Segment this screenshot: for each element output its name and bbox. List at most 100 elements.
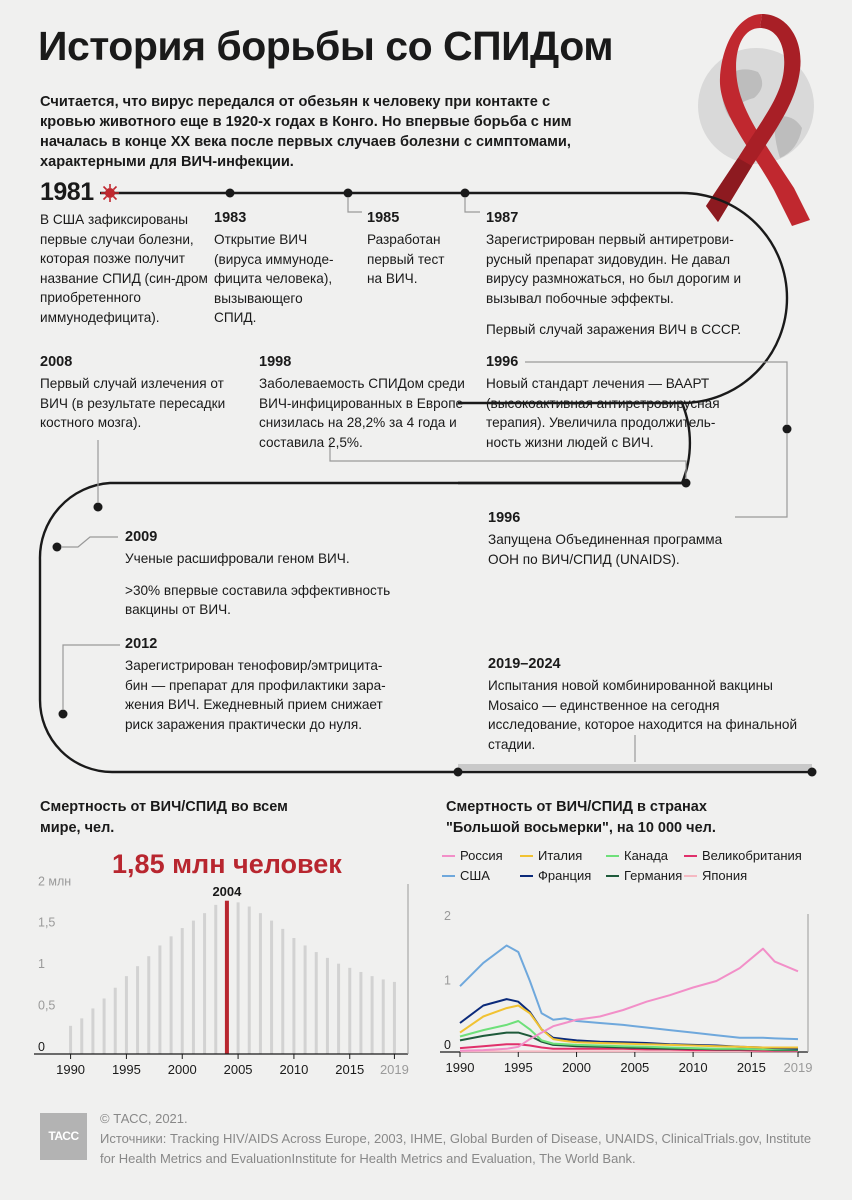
- chart1-bar: [270, 920, 274, 1054]
- event-text: Разработан первый тест на ВИЧ.: [367, 232, 445, 286]
- event-year: 2012: [125, 636, 158, 652]
- event-year: 1998: [259, 354, 292, 370]
- leader-1996b: [735, 433, 788, 518]
- chart1-bar: [292, 938, 296, 1054]
- legend-label: Великобритания: [702, 848, 802, 863]
- legend-swatch: [442, 875, 455, 877]
- chart1-bar: [203, 913, 207, 1054]
- chart1-title: Смертность от ВИЧ/СПИД во всем мире, чел…: [40, 799, 288, 836]
- event-year: 2008: [40, 354, 73, 370]
- chart2-ytick: 2: [444, 909, 451, 923]
- event-1987: 1987 Зарегистрирован первый антиретрови-…: [486, 208, 746, 340]
- legend-item: Япония: [684, 866, 747, 886]
- chart1-bar: [102, 998, 106, 1054]
- ribbon-logo: [698, 14, 814, 226]
- chart1-ytick: 2 млн: [38, 874, 71, 888]
- chart1-bar: [113, 987, 117, 1054]
- chart1-bar: [224, 900, 229, 1054]
- chart1-bar: [124, 976, 128, 1054]
- chart1-bar: [337, 963, 341, 1054]
- chart2-xtick: 1990: [446, 1060, 475, 1075]
- event-text: Ученые расшифровали геном ВИЧ.: [125, 551, 350, 566]
- leader-1985: [347, 197, 362, 213]
- chart1-bar: [281, 928, 285, 1054]
- event-text: Первый случай излечения от ВИЧ (в резуль…: [40, 376, 226, 430]
- event-1998: 1998 Заболеваемость СПИДом среди ВИЧ-инф…: [259, 352, 474, 452]
- marker-1987: [460, 188, 470, 198]
- chart1-ytick: 0,5: [38, 999, 55, 1013]
- tass-logo: ТАСС: [40, 1113, 87, 1160]
- chart2-ytick: 1: [444, 973, 451, 987]
- chart1-bar: [214, 904, 218, 1054]
- legend-label: Франция: [538, 868, 592, 883]
- chart2-series-line: [459, 1020, 798, 1051]
- chart1-ytick: 1,5: [38, 916, 55, 930]
- chart2-g8-mortality: 0 1 2 1990 1995 2000 2005 2010 2015 2019: [440, 909, 812, 1075]
- marker-2019: [453, 767, 463, 777]
- chart1-ytick: 1: [38, 957, 45, 971]
- legend-item: Франция: [520, 866, 591, 886]
- event-text: Зарегистрирован тенофовир/эмтрицита-бин …: [125, 658, 386, 732]
- event-text: В США зафиксированы первые случаи болезн…: [40, 212, 208, 325]
- chart1-bar: [325, 957, 329, 1054]
- leader-2012: [62, 644, 120, 710]
- chart1-bar: [381, 979, 385, 1054]
- event-year: 1983: [214, 210, 247, 226]
- chart1-xtick: 2015: [335, 1062, 364, 1077]
- timeline-start-year: 1981: [40, 178, 94, 206]
- legend-item: Россия: [442, 846, 503, 866]
- event-year: 1987: [486, 210, 519, 226]
- chart1-bar: [258, 913, 262, 1054]
- chart2-xtick: 2005: [620, 1060, 649, 1075]
- event-text: Заболеваемость СПИДом среди ВИЧ-инфициро…: [259, 376, 465, 450]
- chart1-highlight-label: 1,85 млн человек: [112, 849, 342, 879]
- chart1-ytick: 0: [38, 1040, 45, 1054]
- timeline-loop: [38, 481, 812, 774]
- event-2019: 2019–2024 Испытания новой комбинированно…: [488, 654, 808, 754]
- leader-2009: [61, 536, 118, 548]
- chart1-world-mortality: 0 0,5 1 1,5 2 млн 2004 1,85 млн человек 1990 199…: [34, 849, 409, 1077]
- legend-swatch: [684, 875, 697, 877]
- chart1-bar: [147, 956, 151, 1054]
- legend-swatch: [520, 875, 533, 877]
- chart2-xtick: 2010: [679, 1060, 708, 1075]
- event-note: >30% впервые составила эффективность вак…: [125, 582, 391, 618]
- page-title: История борьбы со СПИДом: [38, 23, 614, 69]
- legend-label: США: [460, 868, 490, 883]
- marker-2012: [58, 709, 68, 719]
- legend-swatch: [442, 855, 455, 857]
- legend-item: США: [442, 866, 490, 886]
- chart1-bar: [370, 976, 374, 1054]
- marker-2009: [52, 542, 62, 552]
- footer-copyright: © ТАСС, 2021.: [100, 1111, 188, 1126]
- legend-swatch: [606, 855, 619, 857]
- chart1-bar: [314, 952, 318, 1054]
- legend-label: Канада: [624, 848, 669, 863]
- chart1-bar: [169, 936, 173, 1054]
- leader-1996a: [525, 361, 788, 425]
- chart2-series-line: [459, 1004, 798, 1049]
- legend-label: Италия: [538, 848, 583, 863]
- chart1-bar: [348, 967, 352, 1054]
- event-year: 2019–2024: [488, 656, 561, 672]
- chart1-bar: [136, 966, 140, 1054]
- event-text: Открытие ВИЧ (вируса иммуноде-фицита чел…: [214, 232, 334, 325]
- chart1-xtick: 2005: [224, 1062, 253, 1077]
- chart2-title: Смертность от ВИЧ/СПИД в странах "Большо…: [446, 799, 716, 836]
- event-1981: В США зафиксированы первые случаи болезн…: [40, 210, 210, 327]
- event-1996-haart: 1996 Новый стандарт лечения — ВААРТ (выс…: [486, 352, 746, 452]
- event-1985: 1985 Разработан первый тест на ВИЧ.: [367, 208, 457, 289]
- chart1-xtick: 1995: [112, 1062, 141, 1077]
- chart1-xtick: 2019: [380, 1062, 409, 1077]
- event-text: Новый стандарт лечения — ВААРТ (высокоак…: [486, 376, 720, 450]
- legend-item: Италия: [520, 846, 582, 866]
- legend-item: Великобритания: [684, 846, 802, 866]
- marker-1985: [343, 188, 353, 198]
- chart1-bar: [392, 981, 396, 1054]
- chart1-xtick: 2010: [279, 1062, 308, 1077]
- event-2008: 2008 Первый случай излечения от ВИЧ (в р…: [40, 352, 230, 433]
- chart1-bar: [236, 902, 240, 1054]
- legend-item: Канада: [606, 846, 668, 866]
- chart2-legend: Россия Италия Канада Великобритания США Франц…: [442, 846, 842, 890]
- event-year: 1985: [367, 210, 400, 226]
